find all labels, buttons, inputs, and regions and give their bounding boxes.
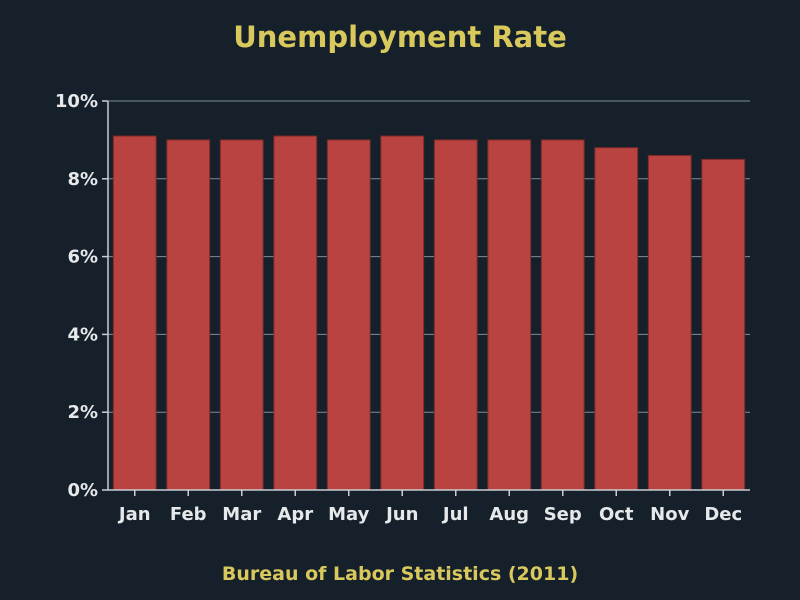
bar-jul — [433, 139, 478, 491]
x-tick-label: Jan — [117, 504, 151, 525]
x-tick-label: Mar — [222, 504, 261, 525]
bar-apr — [273, 135, 318, 491]
bar-nov — [647, 154, 692, 491]
x-tick-label: Jul — [441, 504, 469, 525]
x-tick-label: Dec — [704, 504, 742, 525]
bars — [112, 135, 746, 491]
x-tick-label: Sep — [544, 504, 582, 525]
x-tick-label: Nov — [650, 504, 689, 525]
y-tick-label: 0% — [67, 480, 98, 501]
x-axis-ticks: Jan Feb Mar Apr May Jun Jul Aug Sep Oct Nov Dec — [117, 490, 742, 525]
x-tick-label: Aug — [489, 504, 529, 525]
bar-jan — [112, 135, 157, 491]
y-tick-label: 10% — [55, 91, 98, 112]
bar-sep — [540, 139, 585, 491]
y-tick-label: 8% — [67, 169, 98, 190]
axes — [107, 101, 750, 491]
y-tick-label: 2% — [67, 402, 98, 423]
bar-oct — [594, 147, 639, 491]
grid-lines — [108, 100, 750, 413]
x-tick-label: May — [328, 504, 370, 525]
x-tick-label: Oct — [599, 504, 634, 525]
x-tick-label: Apr — [277, 504, 313, 525]
bar-mar — [219, 139, 264, 491]
bar-may — [326, 139, 371, 491]
bar-dec — [701, 158, 746, 491]
chart-source: Bureau of Labor Statistics (2011) — [222, 563, 578, 585]
chart-title: Unemployment Rate — [233, 20, 567, 54]
y-axis-ticks: 0% 2% 4% 6% 8% 10% — [55, 91, 108, 501]
y-tick-label: 4% — [67, 324, 98, 345]
x-tick-label: Feb — [170, 504, 207, 525]
bar-aug — [487, 139, 532, 491]
bar-jun — [380, 135, 425, 491]
bar-feb — [166, 139, 211, 491]
x-tick-label: Jun — [384, 504, 418, 525]
y-tick-label: 6% — [67, 247, 98, 268]
